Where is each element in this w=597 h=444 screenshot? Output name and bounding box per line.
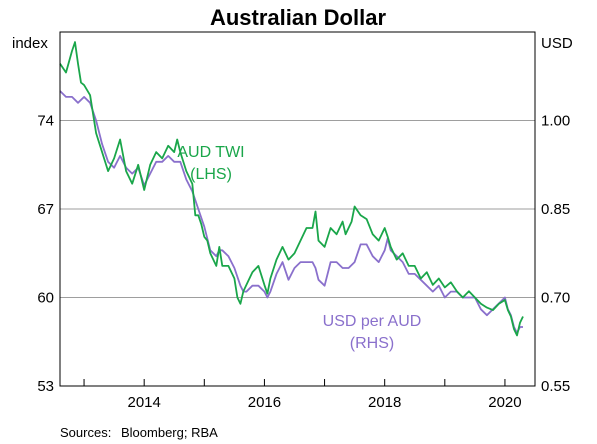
gridlines — [60, 120, 535, 298]
source-text: Bloomberg; RBA — [121, 425, 218, 440]
x-axis-ticks: 2014 2016 2018 2020 — [83, 379, 522, 411]
y-right-tick-label: 0.55 — [541, 378, 570, 395]
y-left-tick-label: 74 — [37, 113, 54, 130]
x-tick-label: 2018 — [368, 394, 401, 411]
chart-title: Australian Dollar — [210, 5, 386, 30]
y-right-tick-label: 0.70 — [541, 290, 570, 307]
series-annotations: AUD TWI (LHS) USD per AUD (RHS) — [177, 144, 421, 352]
y-right-tick-label: 1.00 — [541, 113, 570, 130]
source-label: Sources: — [60, 425, 111, 440]
series-annotation: (LHS) — [190, 166, 232, 183]
series-line-usd-per-aud — [59, 90, 523, 334]
y-right-tick-label: 0.85 — [541, 201, 570, 218]
series-lines — [59, 41, 524, 337]
y-axis-labels: 53 60 67 74 0.55 0.70 0.85 1.00 — [37, 113, 570, 396]
series-line-aud-twi — [59, 41, 524, 337]
plot-frame — [59, 31, 536, 387]
y-left-tick-label: 60 — [37, 290, 54, 307]
x-tick-label: 2016 — [248, 394, 281, 411]
right-axis-unit: USD — [541, 35, 573, 52]
y-left-tick-label: 67 — [37, 201, 54, 218]
x-tick-label: 2020 — [488, 394, 521, 411]
x-tick-label: 2014 — [127, 394, 160, 411]
y-left-tick-label: 53 — [37, 378, 54, 395]
series-annotation: USD per AUD — [323, 313, 422, 330]
left-axis-unit: index — [12, 35, 48, 52]
series-annotation: (RHS) — [350, 335, 394, 352]
series-annotation: AUD TWI — [177, 144, 244, 161]
